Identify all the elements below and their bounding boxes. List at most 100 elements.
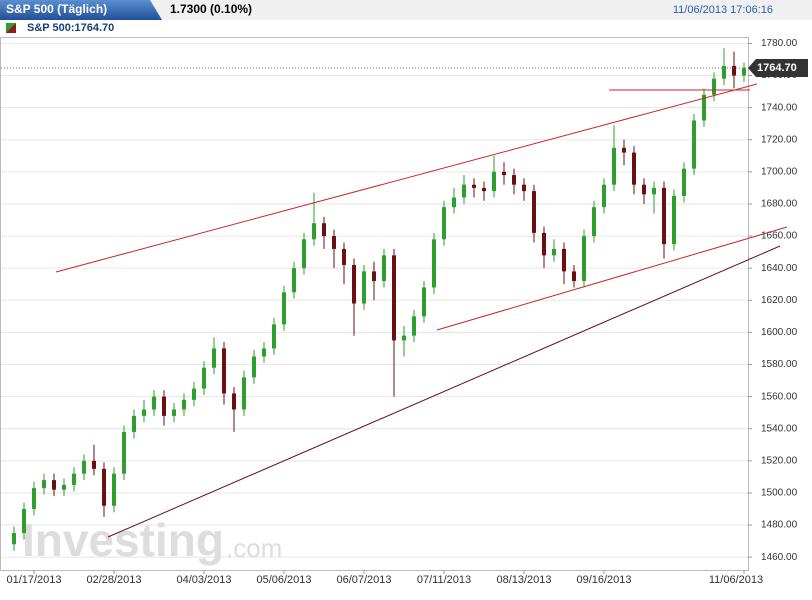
- y-tick-label: 1540.00: [761, 423, 798, 434]
- legend-label: S&P 500:1764.70: [27, 22, 114, 34]
- x-tick-label: 05/06/2013: [256, 574, 311, 586]
- candle-body: [592, 207, 596, 237]
- x-tick-label: 09/16/2013: [576, 574, 631, 586]
- y-tick-label: 1740.00: [761, 102, 798, 113]
- candle-body: [252, 356, 256, 378]
- candle-body: [532, 191, 536, 233]
- candle-body: [382, 255, 386, 282]
- candle-body: [692, 120, 696, 169]
- y-tick-label: 1460.00: [761, 552, 798, 563]
- change: 1.7300 (0.10%): [170, 2, 252, 16]
- candle-body: [412, 316, 416, 336]
- y-tick-label: 1620.00: [761, 295, 798, 306]
- last-price-label: 1764.70: [757, 62, 797, 74]
- candle-body: [62, 484, 66, 490]
- candle-body: [182, 399, 186, 410]
- y-tick-label: 1780.00: [761, 38, 798, 49]
- candle-body: [42, 480, 46, 489]
- candle-body: [552, 248, 556, 256]
- legend-icon-down: [6, 23, 16, 33]
- candle-body: [202, 367, 206, 389]
- candle-body: [732, 65, 736, 76]
- candle-body: [582, 236, 586, 282]
- y-tick-label: 1580.00: [761, 359, 798, 370]
- y-tick-label: 1700.00: [761, 166, 798, 177]
- trend-line: [107, 245, 781, 538]
- candle-body: [562, 248, 566, 272]
- candle-body: [112, 473, 116, 506]
- candle-body: [232, 393, 236, 410]
- candle-body: [462, 184, 466, 198]
- trend-line: [436, 226, 788, 331]
- candle-body: [492, 171, 496, 192]
- candles: [12, 48, 746, 551]
- candle-body: [282, 292, 286, 325]
- candle-body: [712, 78, 716, 95]
- candle-body: [482, 187, 486, 192]
- y-tick-label: 1500.00: [761, 488, 798, 499]
- candle-body: [522, 184, 526, 192]
- x-tick-label: 02/28/2013: [86, 574, 141, 586]
- candle-body: [12, 533, 16, 545]
- candle-body: [22, 508, 26, 534]
- candle-body: [642, 184, 646, 195]
- candle-body: [322, 223, 326, 237]
- candle-body: [622, 147, 626, 153]
- candle-body: [392, 255, 396, 341]
- candle-body: [152, 396, 156, 410]
- candle-body: [612, 147, 616, 185]
- candle-body: [302, 239, 306, 269]
- y-tick-label: 1720.00: [761, 134, 798, 145]
- candle-body: [432, 239, 436, 288]
- last-price-tag: [748, 58, 808, 77]
- axes: 1460.00 1480.00 1500.00 1520.00 1540.00 1560.…: [1, 38, 808, 586]
- y-tick-label: 1520.00: [761, 455, 798, 466]
- candle-body: [172, 409, 176, 416]
- candle-body: [192, 388, 196, 400]
- x-tick-label: 07/11/2013: [417, 574, 471, 586]
- y-tick-label: 1660.00: [761, 231, 798, 242]
- y-tick-label: 1680.00: [761, 199, 798, 210]
- title-tab: [0, 0, 162, 20]
- candle-body: [602, 184, 606, 208]
- x-tick-label: 08/13/2013: [496, 574, 551, 586]
- candle-body: [262, 348, 266, 357]
- y-tick-label: 1480.00: [761, 520, 798, 531]
- candle-body: [72, 473, 76, 485]
- candle-body: [652, 187, 656, 195]
- candle-body: [242, 377, 246, 410]
- candle-body: [272, 324, 276, 349]
- candle-body: [372, 271, 376, 282]
- candle-body: [82, 460, 86, 474]
- candle-body: [162, 396, 166, 416]
- candle-body: [502, 171, 506, 176]
- candle-body: [122, 431, 126, 474]
- candle-body: [722, 65, 726, 79]
- candle-body: [702, 94, 706, 121]
- candle-body: [362, 271, 366, 304]
- candle-body: [142, 409, 146, 416]
- candle-body: [422, 287, 426, 317]
- candle-body: [442, 207, 446, 240]
- trend-line: [55, 83, 758, 273]
- header-bar: [0, 0, 812, 20]
- candle-body: [292, 268, 296, 293]
- y-tick-label: 1600.00: [761, 327, 798, 338]
- candle-body: [102, 468, 106, 506]
- trend-lines: [55, 83, 788, 538]
- candle-body: [662, 187, 666, 245]
- candle-body: [672, 195, 676, 245]
- candle-body: [572, 271, 576, 282]
- watermark-suffix: .com: [226, 533, 282, 563]
- x-tick-label: 04/03/2013: [176, 574, 231, 586]
- candle-body: [132, 415, 136, 432]
- grid: [1, 42, 748, 558]
- candle-body: [452, 197, 456, 208]
- candle-body: [92, 460, 96, 469]
- candle-body: [352, 264, 356, 304]
- candle-body: [402, 335, 406, 341]
- candle-body: [342, 248, 346, 265]
- candle-body: [332, 236, 336, 249]
- candle-body: [32, 488, 36, 509]
